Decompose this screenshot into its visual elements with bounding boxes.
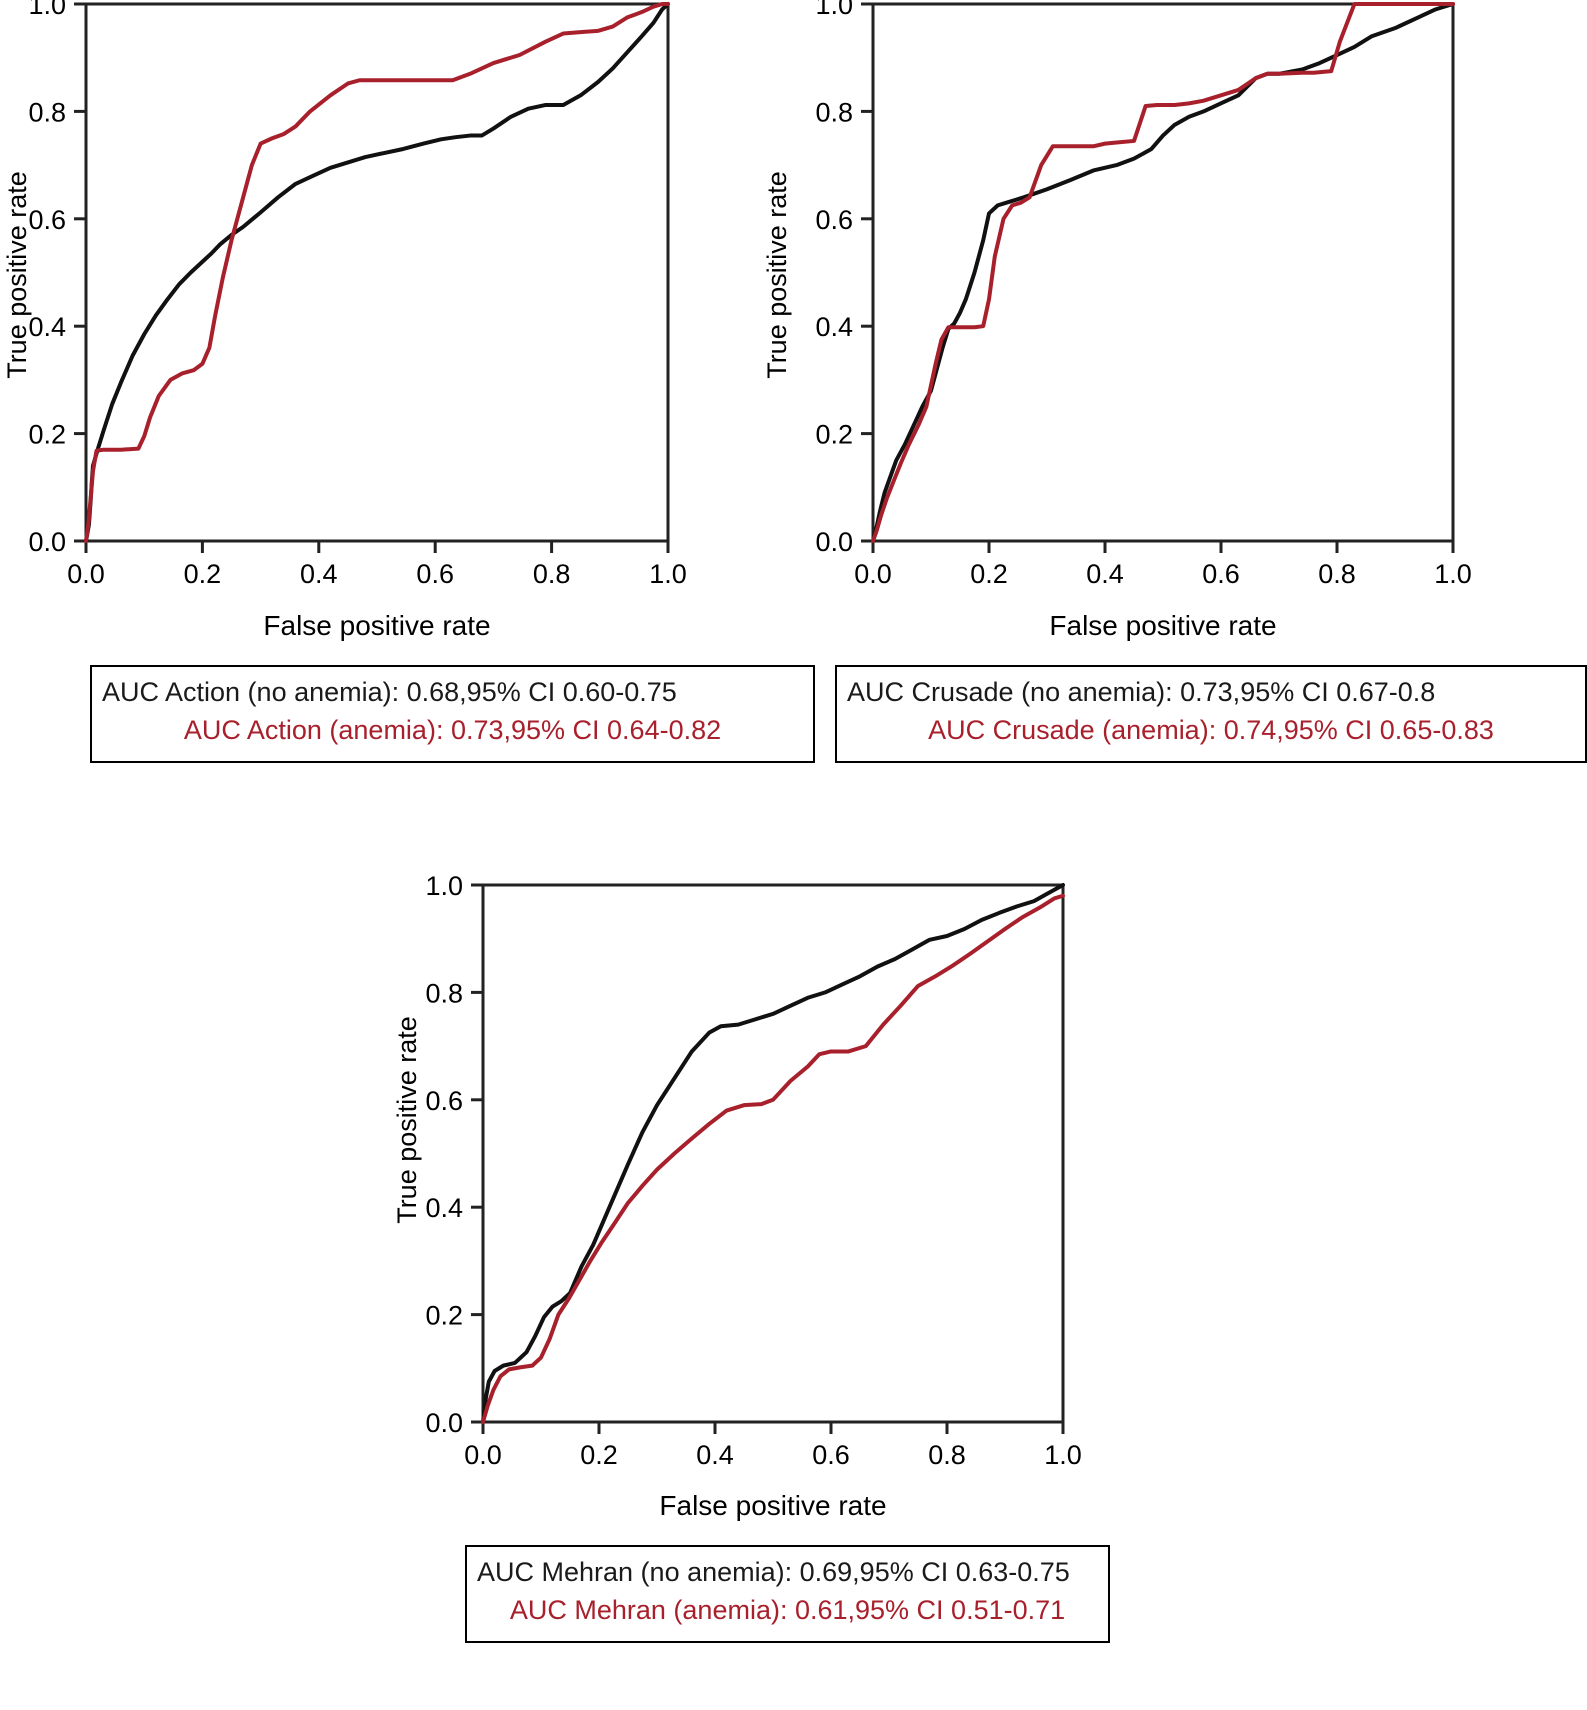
y-axis-title-crusade: True positive rate <box>762 171 792 379</box>
roc-chart-mehran: True positive rate 0.0 0.2 0.4 0.6 0.8 1.0 0.… <box>392 871 1082 1470</box>
roc-curve <box>871 2 1455 543</box>
x-tick-label: 0.0 <box>464 1440 502 1470</box>
y-tick-label: 0.0 <box>425 1408 463 1438</box>
x-tick-label: 0.8 <box>928 1440 966 1470</box>
x-tick-label: 0.2 <box>970 559 1008 589</box>
y-tick-label: 0.8 <box>28 97 66 127</box>
plot-frame-mehran <box>481 883 1065 1424</box>
y-tick-label: 0.0 <box>815 527 853 557</box>
legend-line-anemia: AUC Crusade (anemia): 0.74,95% CI 0.65-0… <box>928 715 1494 745</box>
y-tick-label: 0.8 <box>815 97 853 127</box>
x-axis-label-action: False positive rate <box>263 610 491 641</box>
x-ticks-crusade: 0.0 0.2 0.4 0.6 0.8 1.0 <box>854 541 1472 589</box>
y-tick-label: 0.6 <box>28 205 66 235</box>
plot-frame-action <box>84 2 670 543</box>
legend-line-no-anemia: AUC Mehran (no anemia): 0.69,95% CI 0.63… <box>477 1557 1070 1587</box>
legend-line-anemia: AUC Action (anemia): 0.73,95% CI 0.64-0.… <box>183 715 722 745</box>
legend-line-anemia: AUC Mehran (anemia): 0.61,95% CI 0.51-0.… <box>509 1595 1066 1625</box>
x-tick-label: 0.4 <box>696 1440 734 1470</box>
y-axis-title-action: True positive rate <box>2 171 32 379</box>
panel-crusade: True positive rate 0.0 0.2 0.4 0.6 0.8 1.0 0.… <box>760 0 1587 810</box>
y-ticks-mehran: 0.0 0.2 0.4 0.6 0.8 1.0 <box>425 871 483 1438</box>
x-tick-label: 0.2 <box>184 559 222 589</box>
roc-chart-action: True positive rate 0.0 0.2 0.4 0.6 0.8 1.0 0.… <box>2 0 687 589</box>
plot-action: True positive rate 0.0 0.2 0.4 0.6 0.8 1.0 0.… <box>0 0 760 620</box>
y-tick-label: 1.0 <box>815 0 853 20</box>
legend-line-no-anemia: AUC Action (no anemia): 0.68,95% CI 0.60… <box>102 677 677 707</box>
y-tick-label: 0.4 <box>28 312 66 342</box>
x-tick-label: 1.0 <box>1434 559 1472 589</box>
curves-action <box>84 2 670 543</box>
legend-line-no-anemia: AUC Crusade (no anemia): 0.73,95% CI 0.6… <box>847 677 1436 707</box>
y-tick-label: 1.0 <box>28 0 66 20</box>
x-tick-label: 0.2 <box>580 1440 618 1470</box>
roc-curve <box>481 893 1065 1424</box>
legend-box-action: AUC Action (no anemia): 0.68,95% CI 0.60… <box>90 665 815 763</box>
x-tick-label: 0.8 <box>533 559 571 589</box>
legend-box-crusade: AUC Crusade (no anemia): 0.73,95% CI 0.6… <box>835 665 1587 763</box>
x-ticks-mehran: 0.0 0.2 0.4 0.6 0.8 1.0 <box>464 1422 1082 1470</box>
plot-mehran: True positive rate 0.0 0.2 0.4 0.6 0.8 1.0 0.… <box>380 820 1180 1470</box>
panel-action: True positive rate 0.0 0.2 0.4 0.6 0.8 1.0 0.… <box>0 0 815 810</box>
y-axis-label: True positive rate <box>762 171 792 379</box>
y-ticks-action: 0.0 0.2 0.4 0.6 0.8 1.0 <box>28 0 86 557</box>
x-tick-label: 0.8 <box>1318 559 1356 589</box>
y-ticks-crusade: 0.0 0.2 0.4 0.6 0.8 1.0 <box>815 0 873 557</box>
x-tick-label: 0.0 <box>67 559 105 589</box>
x-ticks-action: 0.0 0.2 0.4 0.6 0.8 1.0 <box>67 541 687 589</box>
curves-mehran <box>481 883 1065 1424</box>
legend-box-mehran: AUC Mehran (no anemia): 0.69,95% CI 0.63… <box>465 1545 1110 1643</box>
y-axis-title-mehran: True positive rate <box>392 1016 422 1224</box>
x-tick-label: 0.6 <box>1202 559 1240 589</box>
y-axis-label: True positive rate <box>392 1016 422 1224</box>
curves-crusade <box>871 2 1455 543</box>
y-tick-label: 0.0 <box>28 527 66 557</box>
x-tick-label: 0.0 <box>854 559 892 589</box>
panel-mehran: True positive rate 0.0 0.2 0.4 0.6 0.8 1.0 0.… <box>380 820 1180 1710</box>
y-tick-label: 0.2 <box>28 420 66 450</box>
y-tick-label: 0.4 <box>815 312 853 342</box>
x-tick-label: 1.0 <box>649 559 687 589</box>
plot-frame-crusade <box>871 2 1455 543</box>
x-tick-label: 0.6 <box>416 559 454 589</box>
y-tick-label: 0.2 <box>815 420 853 450</box>
y-axis-label: True positive rate <box>2 171 32 379</box>
roc-curve <box>481 883 1065 1424</box>
x-tick-label: 1.0 <box>1044 1440 1082 1470</box>
roc-curve <box>84 2 670 543</box>
y-tick-label: 0.6 <box>425 1086 463 1116</box>
roc-curve <box>871 2 1455 543</box>
x-tick-label: 0.4 <box>300 559 338 589</box>
y-tick-label: 0.6 <box>815 205 853 235</box>
plot-crusade: True positive rate 0.0 0.2 0.4 0.6 0.8 1.0 0.… <box>760 0 1587 620</box>
y-tick-label: 1.0 <box>425 871 463 901</box>
y-tick-label: 0.8 <box>425 978 463 1008</box>
x-tick-label: 0.4 <box>1086 559 1124 589</box>
x-axis-label-crusade: False positive rate <box>1049 610 1277 641</box>
x-tick-label: 0.6 <box>812 1440 850 1470</box>
roc-chart-crusade: True positive rate 0.0 0.2 0.4 0.6 0.8 1.0 0.… <box>762 0 1472 589</box>
x-axis-label-mehran: False positive rate <box>659 1490 887 1521</box>
roc-curve <box>84 2 670 543</box>
y-tick-label: 0.2 <box>425 1301 463 1331</box>
y-tick-label: 0.4 <box>425 1193 463 1223</box>
